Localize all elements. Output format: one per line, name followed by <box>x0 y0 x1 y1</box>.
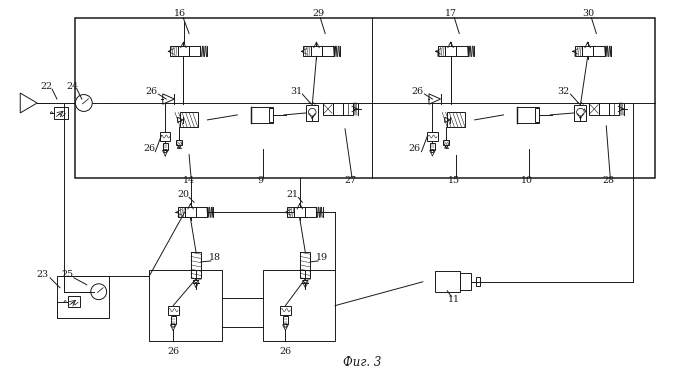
Text: 28: 28 <box>603 176 614 185</box>
Bar <box>599 103 610 115</box>
Text: 21: 21 <box>287 190 298 199</box>
Text: 27: 27 <box>344 176 356 185</box>
Bar <box>163 142 168 150</box>
Bar <box>443 140 449 145</box>
Text: 11: 11 <box>448 295 460 304</box>
Bar <box>438 46 445 56</box>
Bar <box>475 277 480 286</box>
Bar <box>311 46 322 56</box>
Text: 31: 31 <box>290 86 303 96</box>
Text: 22: 22 <box>40 82 52 91</box>
Text: 24: 24 <box>66 82 78 91</box>
Bar <box>191 252 201 278</box>
Text: 20: 20 <box>177 190 189 199</box>
Text: 18: 18 <box>209 253 221 262</box>
Bar <box>333 103 343 115</box>
Bar <box>610 103 619 115</box>
Bar <box>57 276 108 318</box>
Bar <box>287 207 294 217</box>
Bar <box>160 132 171 141</box>
Bar <box>280 306 291 315</box>
Bar <box>150 270 222 341</box>
Bar <box>582 46 593 56</box>
Bar <box>168 306 178 315</box>
Text: 16: 16 <box>174 9 186 18</box>
Text: 26: 26 <box>412 86 424 96</box>
Bar <box>68 296 80 307</box>
Text: 14: 14 <box>183 176 195 185</box>
Text: 19: 19 <box>316 253 329 262</box>
Bar <box>447 112 465 127</box>
Text: 9: 9 <box>257 176 264 185</box>
Bar <box>300 252 310 278</box>
Bar <box>305 207 316 217</box>
Text: 29: 29 <box>312 9 324 18</box>
Bar <box>430 142 435 150</box>
Bar <box>323 103 333 115</box>
Bar <box>589 103 599 115</box>
Bar <box>445 46 456 56</box>
Bar <box>178 46 189 56</box>
Text: 30: 30 <box>582 9 594 18</box>
Text: 25: 25 <box>62 270 74 279</box>
Bar <box>343 103 353 115</box>
Bar <box>268 108 273 122</box>
Text: 26: 26 <box>167 347 179 356</box>
Bar <box>593 46 605 56</box>
Text: 26: 26 <box>408 144 421 153</box>
Bar <box>517 107 539 123</box>
Text: 26: 26 <box>280 347 291 356</box>
Bar <box>435 272 460 292</box>
Bar <box>171 46 178 56</box>
Bar <box>185 207 196 217</box>
Text: 17: 17 <box>445 9 457 18</box>
Bar <box>283 316 288 324</box>
Bar <box>263 270 335 341</box>
Bar <box>189 46 201 56</box>
Bar <box>575 105 586 121</box>
Bar <box>250 107 273 123</box>
Bar <box>75 17 655 178</box>
Bar <box>575 46 582 56</box>
Text: 26: 26 <box>145 86 157 96</box>
Text: 15: 15 <box>448 176 461 185</box>
Bar <box>456 46 468 56</box>
Bar <box>294 207 305 217</box>
Bar <box>306 105 318 121</box>
Text: Фиг. 3: Фиг. 3 <box>343 356 381 369</box>
Text: 10: 10 <box>521 176 533 185</box>
Bar <box>178 207 185 217</box>
Bar <box>303 46 311 56</box>
Bar <box>460 273 470 290</box>
Text: 26: 26 <box>143 144 155 153</box>
Bar <box>176 140 182 145</box>
Bar <box>180 112 198 127</box>
Bar <box>322 46 333 56</box>
Text: 32: 32 <box>558 86 570 96</box>
Text: 23: 23 <box>36 270 48 279</box>
Bar <box>427 132 438 141</box>
Bar <box>55 107 68 119</box>
Bar <box>196 207 207 217</box>
Bar <box>171 316 175 324</box>
Bar <box>535 108 539 122</box>
